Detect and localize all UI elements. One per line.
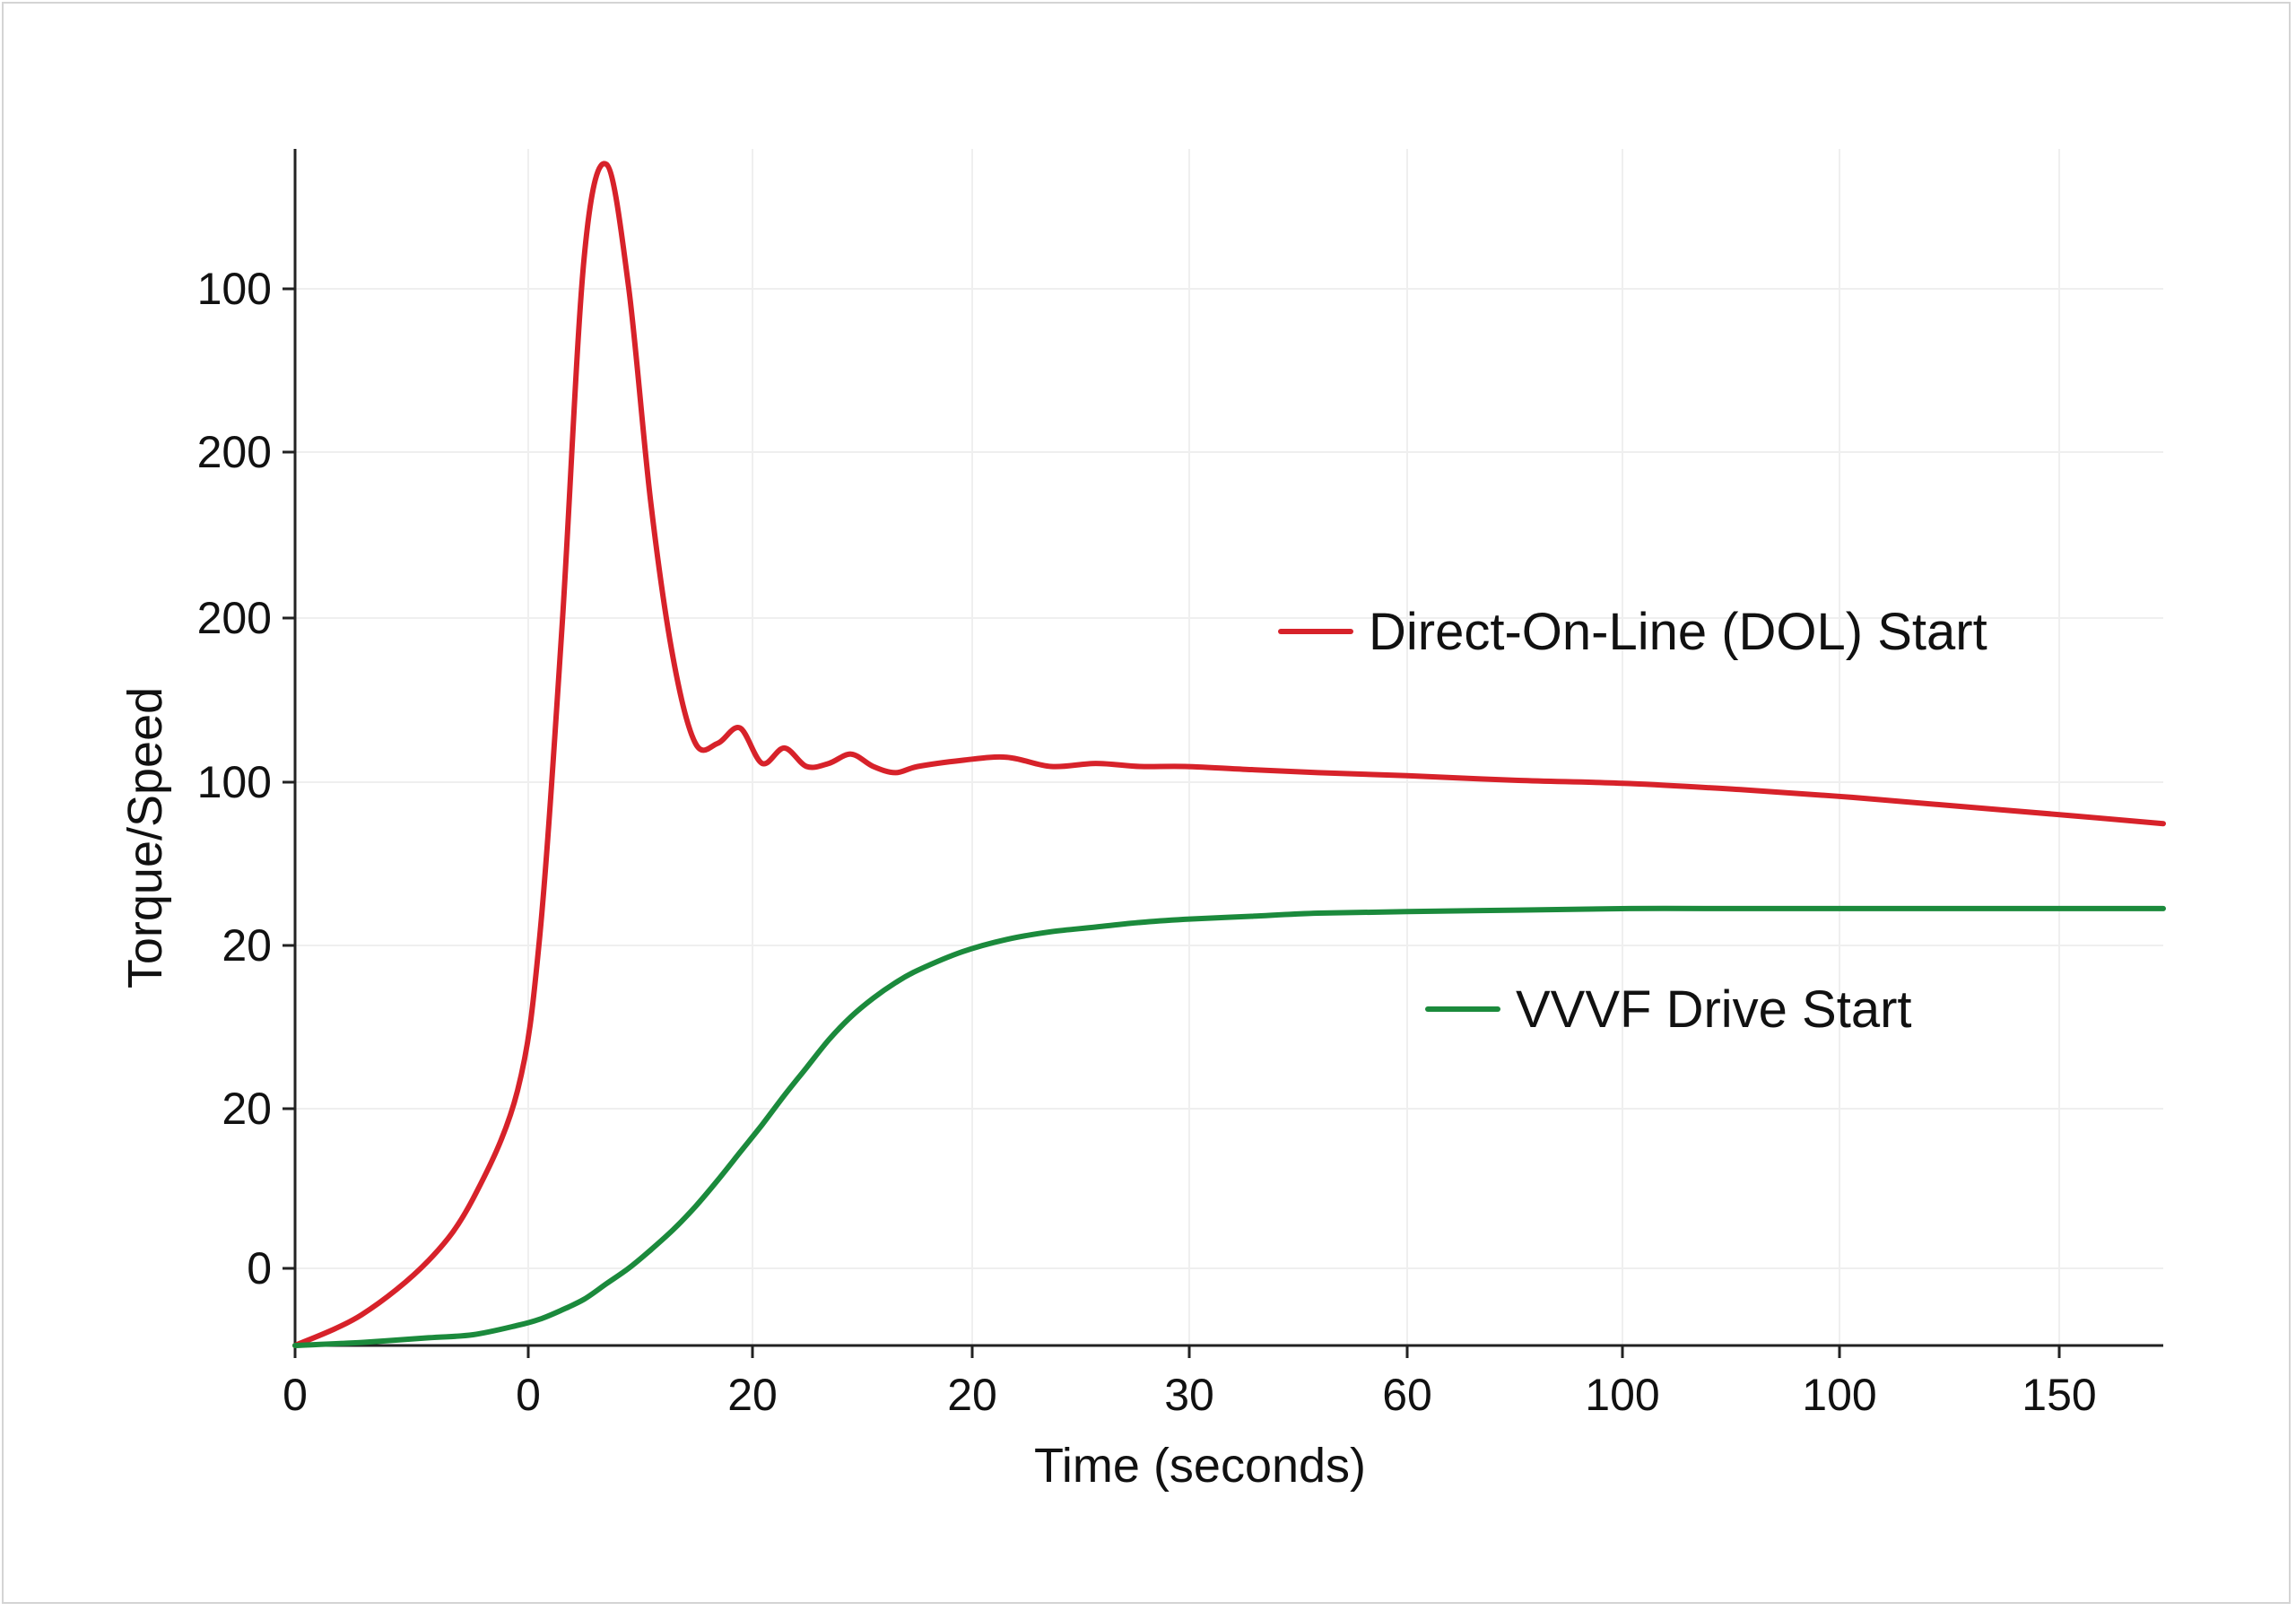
x-tick-label-3: 20 — [947, 1370, 997, 1420]
x-tick-label-2: 20 — [727, 1370, 778, 1420]
x-ticks: 0 0 20 20 30 60 100 100 150 — [283, 1345, 2097, 1420]
x-tick-label-8: 150 — [2022, 1370, 2096, 1420]
series-group — [292, 161, 2166, 1348]
x-tick-label-1: 0 — [516, 1370, 541, 1420]
y-tick-label-4: 200 — [197, 593, 272, 643]
series-line-dol — [292, 161, 2166, 1348]
axes — [293, 149, 2163, 1347]
legend: Direct-On-Line (DOL) Start VVVF Drive St… — [1278, 603, 1987, 1039]
x-tick-label-7: 100 — [1802, 1370, 1876, 1420]
x-tick-label-4: 30 — [1164, 1370, 1214, 1420]
x-tick-label-6: 100 — [1585, 1370, 1659, 1420]
y-tick-label-1: 20 — [222, 1084, 272, 1134]
y-tick-label-2: 20 — [222, 920, 272, 971]
line-chart: 0 20 20 100 200 200 100 0 0 20 20 30 60 100 100 150 To… — [118, 149, 2166, 1493]
y-tick-label-5: 200 — [197, 427, 272, 477]
series-line-vvvf — [292, 905, 2166, 1348]
legend-label-vvvf: VVVF Drive Start — [1516, 980, 1912, 1039]
y-axis-title: Torque/Speed — [118, 687, 172, 988]
x-axis-title: Time (seconds) — [1034, 1439, 1366, 1493]
legend-label-dol: Direct-On-Line (DOL) Start — [1369, 603, 1987, 661]
x-tick-label-0: 0 — [283, 1370, 308, 1420]
y-tick-label-3: 100 — [197, 757, 272, 807]
x-tick-label-5: 60 — [1382, 1370, 1432, 1420]
y-ticks: 0 20 20 100 200 200 100 — [197, 264, 295, 1293]
grid-lines — [295, 149, 2163, 1345]
y-tick-label-0: 0 — [247, 1243, 272, 1293]
y-tick-label-6: 100 — [197, 264, 272, 314]
